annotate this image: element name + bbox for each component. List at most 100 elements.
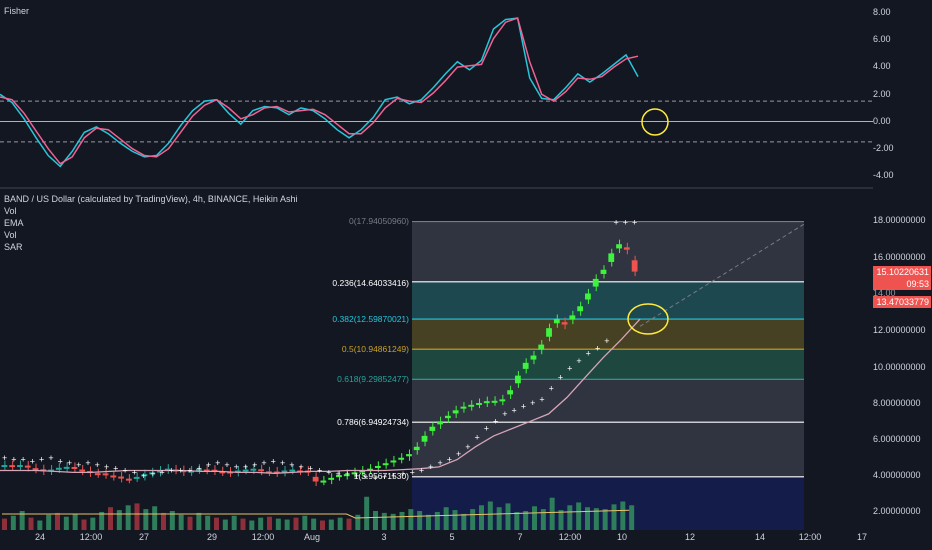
sar-dot: + <box>613 217 618 227</box>
fisher-annotation-circle[interactable] <box>641 108 669 136</box>
main-title[interactable]: BAND / US Dollar (calculated by TradingV… <box>4 194 298 204</box>
countdown-tag: 09:53 <box>873 278 931 290</box>
candle-body <box>250 468 257 471</box>
volume-bar <box>178 514 184 530</box>
sar-dot: + <box>336 469 341 479</box>
candle-body <box>71 466 78 469</box>
candle-body <box>522 362 529 369</box>
volume-bar <box>284 519 290 530</box>
sar-dot: + <box>298 462 303 472</box>
sar-dot: + <box>2 453 7 463</box>
sar-dot: + <box>141 471 146 481</box>
time-tick: 5 <box>449 532 455 542</box>
sar-dot: + <box>85 458 90 468</box>
fib-label-1[interactable]: 1(3.95671530) <box>353 471 409 481</box>
candle-body <box>141 474 148 477</box>
candle-body <box>553 319 560 324</box>
prev-price-tag: 14.00 <box>873 288 896 298</box>
last-price-tag: 15.10220631 <box>873 266 931 278</box>
sar-dot: + <box>76 460 81 470</box>
time-tick: 17 <box>856 532 868 542</box>
fib-zone <box>412 281 804 320</box>
fib-label-05[interactable]: 0.5(10.94861249) <box>341 344 409 354</box>
volume-bar <box>479 505 484 530</box>
candle-body <box>266 471 272 474</box>
fisher-y-tick: 8.00 <box>873 7 891 17</box>
price-y-tick: 2.00000000 <box>873 506 921 516</box>
sar-dot: + <box>456 449 461 459</box>
price-annotation-circle[interactable] <box>627 303 669 335</box>
volume-bar <box>576 502 582 530</box>
sar-dot: + <box>447 455 452 465</box>
volume-bar <box>116 510 122 530</box>
volume-bar <box>134 503 140 530</box>
candle-body <box>234 470 241 473</box>
sar-dot: + <box>197 464 202 474</box>
sar-dot: + <box>437 458 442 468</box>
candle-body <box>585 293 591 300</box>
volume-bar <box>63 516 69 530</box>
indicator-vol-2[interactable]: Vol <box>4 230 17 240</box>
volume-bar <box>302 515 308 530</box>
volume-bar <box>611 504 617 530</box>
indicator-sar[interactable]: SAR <box>4 242 23 252</box>
price-y-tick: 4.00000000 <box>873 470 921 480</box>
sar-dot: + <box>512 405 517 415</box>
candle-body <box>157 470 163 473</box>
volume-bar <box>417 511 423 530</box>
fib-label-0382[interactable]: 0.382(12.59870021) <box>332 314 409 324</box>
candle-body <box>312 476 319 482</box>
fisher-y-tick: 2.00 <box>873 89 891 99</box>
sar-dot: + <box>345 469 350 479</box>
volume-bar <box>55 512 60 530</box>
sar-dot: + <box>113 464 118 474</box>
sar-dot: + <box>234 462 239 472</box>
fisher-y-tick: 0.00 <box>873 116 891 126</box>
volume-bar <box>37 520 43 530</box>
candle-body <box>133 476 140 479</box>
volume-bar <box>373 511 378 530</box>
time-tick: 12:00 <box>251 532 275 542</box>
volume-bar <box>523 511 529 530</box>
sar-dot: + <box>558 372 563 382</box>
fib-label-0236[interactable]: 0.236(14.64033416) <box>332 278 409 288</box>
fisher-y-tick: -2.00 <box>873 143 894 153</box>
candle-body <box>476 403 482 405</box>
fib-label-0618[interactable]: 0.618(9.29852477) <box>337 374 409 384</box>
indicator-vol[interactable]: Vol <box>4 206 17 216</box>
volume-bar <box>558 510 564 530</box>
candle-body <box>421 435 428 442</box>
candle-body <box>94 473 101 476</box>
sar-dot: + <box>428 462 433 472</box>
candle-body <box>437 421 443 425</box>
candle-body <box>17 465 23 468</box>
volume-bar <box>258 517 264 530</box>
candle-body <box>1 465 8 468</box>
fisher-pane <box>0 17 873 168</box>
candle-body <box>273 471 280 474</box>
candle-body <box>164 468 171 471</box>
fib-label-0786[interactable]: 0.786(6.94924734) <box>337 417 409 427</box>
candle-body <box>507 390 514 395</box>
candle-body <box>258 469 265 472</box>
candle-body <box>561 322 568 325</box>
volume-bar <box>169 511 175 530</box>
volume-bar <box>19 511 25 530</box>
candle-body <box>577 306 584 312</box>
volume-bar <box>196 512 202 530</box>
sar-dot: + <box>493 416 498 426</box>
sar-dot: + <box>215 458 220 468</box>
candle-body <box>468 404 475 407</box>
sar-dot: + <box>67 458 72 468</box>
sar-dot: + <box>289 460 294 470</box>
candle-body <box>118 476 124 479</box>
sar-dot: + <box>475 433 480 443</box>
sar-dot: + <box>400 469 405 479</box>
candle-body <box>24 465 31 468</box>
indicator-ema[interactable]: EMA <box>4 218 24 228</box>
fib-label-0[interactable]: 0(17.94050960) <box>348 216 409 226</box>
main-price-pane: + + + + + + + + + + + + + + + + + + + + + + + + + + + + + + + + + + + + + + + +… <box>0 217 805 530</box>
sar-dot: + <box>206 460 211 470</box>
sar-dot: + <box>280 458 285 468</box>
